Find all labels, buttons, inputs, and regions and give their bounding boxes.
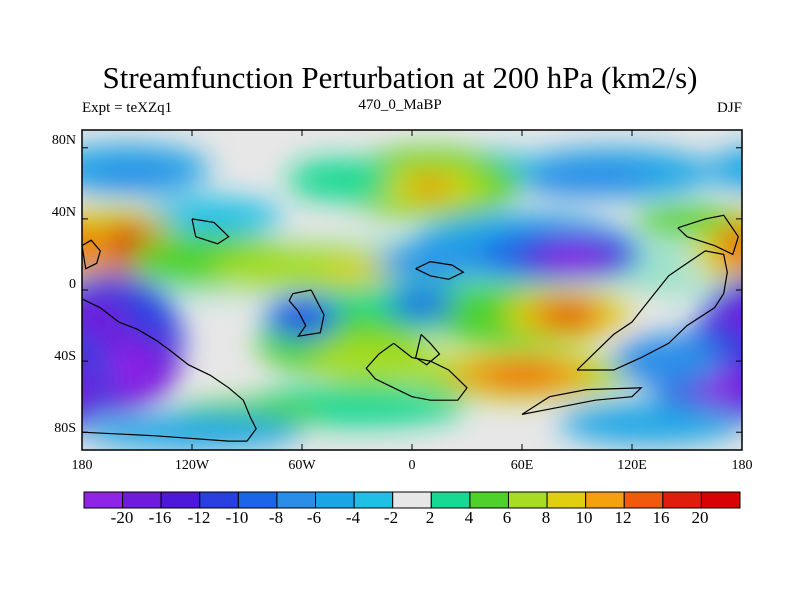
colorbar-label: 8 — [541, 508, 551, 527]
x-tick-label: 60E — [510, 458, 534, 473]
contour-region — [311, 336, 440, 386]
y-tick-label: 80S — [54, 421, 76, 436]
colorbar-label: -6 — [306, 508, 322, 527]
contour-region — [82, 362, 97, 414]
contour-region — [85, 162, 189, 191]
colorbar-label: 16 — [652, 508, 670, 527]
contour-region — [558, 402, 742, 445]
contour-region — [481, 364, 563, 387]
colorbar-swatch — [199, 491, 239, 509]
coastline — [82, 298, 257, 442]
y-tick-label: 80N — [51, 133, 76, 148]
experiment-label: Expt = teXZq1 — [82, 100, 173, 116]
coastline — [288, 289, 325, 338]
colorbar-label: 6 — [502, 508, 512, 527]
contour-region — [705, 148, 742, 190]
contour-region — [82, 295, 128, 338]
colorbar-swatch — [160, 491, 201, 509]
colorbar-swatch — [237, 491, 278, 509]
chart-title: Streamfunction Perturbation at 200 hPa (… — [102, 60, 698, 95]
colorbar-label: -16 — [148, 508, 172, 527]
coastline — [82, 239, 101, 270]
colorbar-swatch — [315, 491, 355, 509]
colorbar-swatch — [623, 491, 664, 509]
colorbar-label: 20 — [691, 508, 709, 527]
contour-region — [701, 371, 739, 404]
colorbar-swatch — [122, 491, 162, 509]
contour-region — [375, 247, 486, 280]
colorbar-swatch — [546, 491, 587, 509]
colorbar — [83, 491, 741, 509]
x-tick-label: 180 — [71, 458, 93, 473]
x-tick-label: 60W — [288, 458, 316, 473]
colorbar-label: 4 — [464, 508, 474, 527]
colorbar-swatch — [392, 491, 432, 509]
colorbar-swatch — [662, 491, 702, 509]
x-tick-label: 180 — [731, 458, 753, 473]
colorbar-label: -2 — [383, 508, 399, 527]
y-tick-label: 0 — [69, 277, 76, 292]
contour-region — [82, 224, 97, 267]
x-tick-label: 120W — [174, 458, 210, 473]
period-label: 470_0_MaBP — [358, 97, 442, 113]
coastline — [191, 218, 230, 245]
contour-region — [549, 309, 587, 324]
x-tick-label: 0 — [408, 458, 416, 473]
contour-region — [283, 306, 321, 328]
x-tick-label: 120E — [617, 458, 647, 473]
colorbar-swatch — [469, 491, 509, 509]
y-tick-label: 40S — [54, 349, 76, 364]
colorbar-label: -12 — [187, 508, 211, 527]
coastline-layer — [82, 214, 739, 442]
contour-region — [613, 334, 724, 388]
colorbar-label: -10 — [225, 508, 249, 527]
coastline — [521, 387, 643, 415]
coastline — [677, 214, 739, 256]
contour-region — [287, 158, 390, 202]
coastline — [415, 333, 441, 366]
season-label: DJF — [716, 100, 742, 116]
contour-region — [320, 261, 394, 283]
contour-region — [632, 204, 742, 234]
colorbar-label: -8 — [268, 508, 284, 527]
colorbar-label: 12 — [614, 508, 632, 527]
coastline — [415, 260, 465, 280]
colorbar-swatch — [507, 491, 548, 509]
coastline — [365, 342, 468, 401]
y-tick-label: 40N — [51, 205, 76, 220]
axis-ticks — [81, 130, 743, 450]
coastline — [576, 250, 728, 371]
colorbar-label: 2 — [425, 508, 435, 527]
colorbar-swatch — [430, 491, 471, 509]
colorbar-swatch — [83, 491, 124, 509]
contour-region — [82, 331, 114, 426]
contour-region — [137, 197, 284, 234]
contour-region — [388, 288, 455, 321]
colorbar-label: 10 — [575, 508, 593, 527]
colorbar-swatch — [585, 491, 625, 509]
colorbar-swatch — [700, 491, 741, 509]
colorbar-label: -4 — [345, 508, 361, 527]
colorbar-swatch — [353, 491, 394, 509]
contour-region — [540, 245, 607, 271]
contour-region — [522, 162, 651, 198]
contour-fill-layer — [82, 144, 742, 450]
colorbar-label: -20 — [110, 508, 134, 527]
contour-region — [412, 179, 449, 194]
colorbar-swatch — [276, 491, 317, 509]
